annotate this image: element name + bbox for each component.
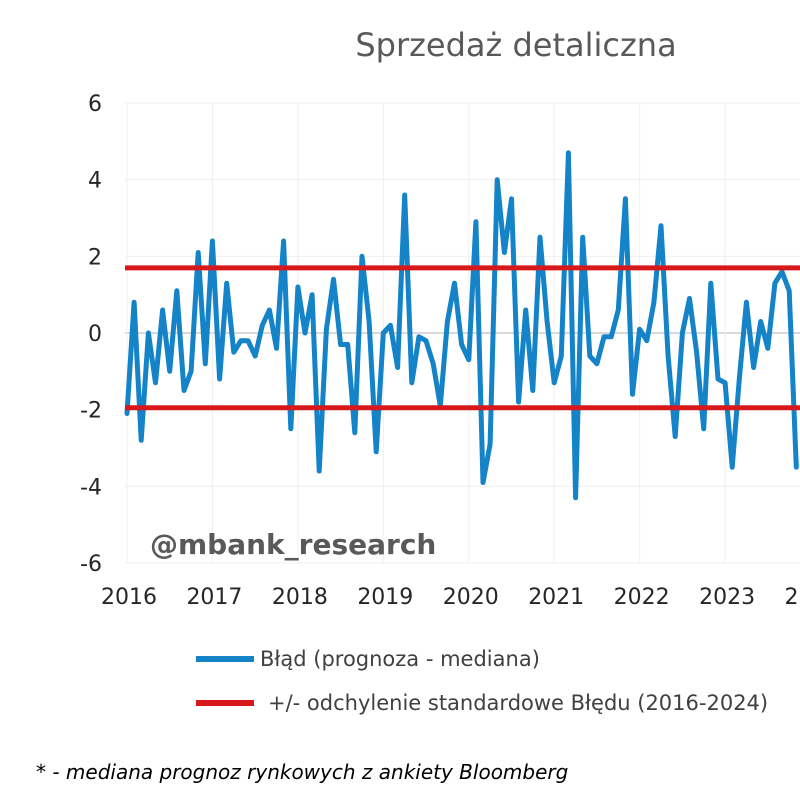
x-tick-label: 2021 <box>528 585 584 610</box>
legend-label-stddev: +/- odchylenie standardowe Błędu (2016-2… <box>268 691 768 715</box>
x-tick-label: 2024 <box>785 585 800 610</box>
x-tick-label: 2023 <box>699 585 755 610</box>
y-tick-label: 6 <box>88 92 102 117</box>
x-tick-label: 2016 <box>101 585 157 610</box>
x-axis: 2016 2017 2018 2019 2020 2021 2022 2023 2024 <box>101 585 800 610</box>
x-tick-label: 2022 <box>614 585 670 610</box>
y-tick-label: 0 <box>88 322 102 347</box>
series-line-error <box>124 150 799 501</box>
y-tick-label: -6 <box>80 552 102 577</box>
x-tick-label: 2018 <box>272 585 328 610</box>
footnote: * - mediana prognoz rynkowych z ankiety … <box>36 760 569 784</box>
x-tick-label: 2020 <box>443 585 499 610</box>
chart-title: Sprzedaż detaliczna <box>355 26 676 64</box>
y-tick-label: 4 <box>88 169 102 194</box>
series-group <box>124 150 800 501</box>
watermark: @mbank_research <box>150 528 436 561</box>
x-tick-label: 2019 <box>357 585 413 610</box>
legend: Błąd (prognoza - mediana) +/- odchylenie… <box>196 647 768 715</box>
legend-label-error: Błąd (prognoza - mediana) <box>260 647 540 671</box>
x-tick-label: 2017 <box>186 585 242 610</box>
y-axis: 6 4 2 0 -2 -4 -6 <box>80 92 102 577</box>
y-tick-label: -2 <box>80 399 102 424</box>
y-tick-label: -4 <box>80 475 102 500</box>
y-tick-label: 2 <box>88 245 102 270</box>
